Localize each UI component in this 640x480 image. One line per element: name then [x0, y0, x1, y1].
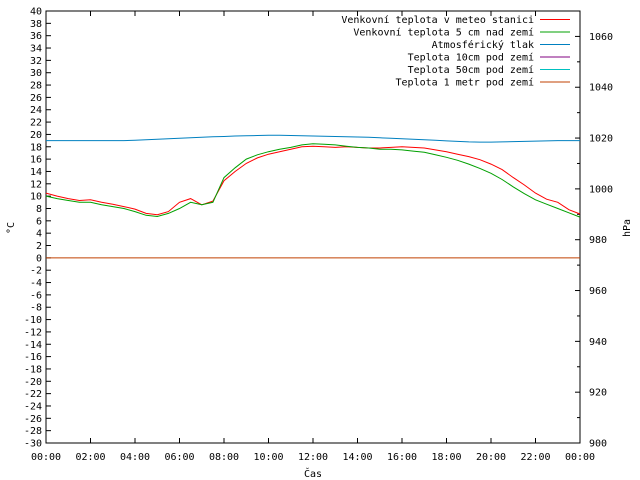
- y-left-tick-label: -22: [24, 389, 42, 400]
- y-left-tick-label: -26: [24, 414, 42, 425]
- y-right-tick-label: 1000: [589, 184, 613, 195]
- y-left-tick-label: -2: [30, 266, 42, 277]
- y-left-tick-label: -20: [24, 377, 42, 388]
- legend-label-2: Atmosférický tlak: [432, 39, 534, 51]
- y-left-tick-label: -14: [24, 340, 42, 351]
- y-left-tick-label: -18: [24, 364, 42, 375]
- y-left-tick-label: 6: [36, 216, 42, 227]
- y-left-tick-label: 38: [30, 19, 42, 30]
- y-right-tick-label: 900: [589, 439, 607, 450]
- y-left-tick-label: 34: [30, 44, 42, 55]
- y-left-tick-label: -28: [24, 426, 42, 437]
- y-left-tick-label: 0: [36, 253, 42, 264]
- x-tick-label: 22:00: [520, 452, 550, 463]
- y-left-tick-label: 4: [36, 229, 42, 240]
- series-line-1: [45, 143, 581, 218]
- y-left-tick-label: 28: [30, 81, 42, 92]
- y-left-tick-label: -12: [24, 327, 42, 338]
- y-left-tick-label: 22: [30, 118, 42, 129]
- y-left-tick-label: 36: [30, 31, 42, 42]
- x-tick-label: 00:00: [565, 452, 595, 463]
- y-left-tick-label: 2: [36, 241, 42, 252]
- y-left-tick-label: 26: [30, 93, 42, 104]
- y-right-tick-label: 920: [589, 388, 607, 399]
- series-line-2: [46, 134, 580, 143]
- y-right-tick-label: 1060: [589, 32, 613, 43]
- y-right-tick-label: 940: [589, 337, 607, 348]
- y-left-tick-label: -8: [30, 303, 42, 314]
- x-tick-label: 16:00: [387, 452, 417, 463]
- legend-label-1: Venkovní teplota 5 cm nad zemí: [353, 27, 534, 39]
- y-left-tick-label: 18: [30, 142, 42, 153]
- y-left-tick-label: -10: [24, 315, 42, 326]
- y-left-tick-label: 14: [30, 167, 42, 178]
- x-tick-label: 00:00: [31, 452, 61, 463]
- y-left-tick-label: 10: [30, 192, 42, 203]
- y-axis-right-title: hPa: [622, 219, 633, 237]
- y-right-tick-label: 1040: [589, 83, 613, 94]
- y-left-tick-label: 24: [30, 105, 42, 116]
- y-left-tick-label: 8: [36, 204, 42, 215]
- y-left-tick-label: -4: [30, 278, 42, 289]
- y-right-tick-label: 1020: [589, 134, 613, 145]
- x-tick-label: 02:00: [75, 452, 105, 463]
- y-left-tick-label: 20: [30, 130, 42, 141]
- x-tick-label: 14:00: [342, 452, 372, 463]
- y-left-tick-label: 30: [30, 68, 42, 79]
- legend-label-0: Venkovní teplota v meteo stanici: [341, 14, 534, 26]
- y-left-tick-label: -16: [24, 352, 42, 363]
- series-line-0: [45, 145, 581, 216]
- y-right-tick-label: 980: [589, 235, 607, 246]
- x-tick-label: 12:00: [298, 452, 328, 463]
- legend-label-5: Teplota 1 metr pod zemí: [396, 77, 534, 89]
- y-left-tick-label: -6: [30, 290, 42, 301]
- y-left-tick-label: 16: [30, 155, 42, 166]
- y-axis-left-title: °C: [6, 222, 17, 234]
- y-left-tick-label: 32: [30, 56, 42, 67]
- legend-label-3: Teplota 10cm pod zemí: [408, 52, 534, 64]
- x-tick-label: 06:00: [164, 452, 194, 463]
- x-tick-label: 10:00: [253, 452, 283, 463]
- x-tick-label: 08:00: [209, 452, 239, 463]
- x-tick-label: 18:00: [431, 452, 461, 463]
- y-left-tick-label: 12: [30, 179, 42, 190]
- y-right-tick-label: 960: [589, 286, 607, 297]
- x-tick-label: 20:00: [476, 452, 506, 463]
- y-left-tick-label: -30: [24, 439, 42, 450]
- y-left-tick-label: -24: [24, 401, 42, 412]
- y-left-tick-label: 40: [30, 7, 42, 18]
- x-axis-title: Čas: [304, 467, 322, 480]
- x-tick-label: 04:00: [120, 452, 150, 463]
- legend-label-4: Teplota 50cm pod zemí: [408, 64, 534, 76]
